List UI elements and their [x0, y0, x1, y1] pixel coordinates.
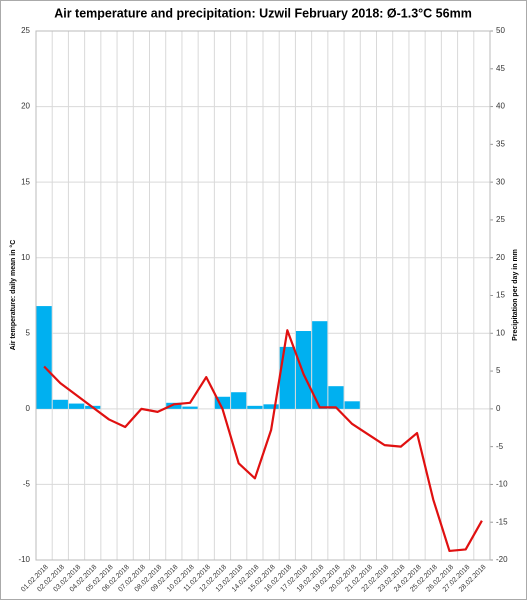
y2-tick-label: 5	[496, 366, 501, 375]
bar	[328, 386, 344, 409]
bar	[166, 402, 182, 409]
bar	[344, 401, 360, 409]
bar	[52, 399, 68, 409]
bar	[312, 321, 328, 409]
bar	[68, 403, 85, 409]
y-tick-label: 20	[21, 102, 30, 111]
y2-tick-label: 20	[496, 253, 505, 262]
y2-tick-label: -5	[496, 442, 504, 451]
y2-tick-label: 40	[496, 102, 505, 111]
bar	[36, 306, 52, 409]
y2-tick-label: 10	[496, 328, 505, 337]
y2-tick-label: 15	[496, 291, 505, 300]
bar	[263, 404, 279, 409]
y2-tick-label: 0	[496, 404, 501, 413]
bar	[247, 405, 263, 409]
y-tick-label: 0	[26, 404, 31, 413]
y2-tick-label: -15	[496, 517, 508, 526]
bar	[295, 331, 312, 409]
y2-tick-label: 30	[496, 177, 505, 186]
y2-tick-label: 45	[496, 64, 505, 73]
y-tick-label: 25	[21, 26, 30, 35]
y-axis-label: Air temperature: daily mean in °C	[9, 240, 17, 351]
y2-axis-label: Precipitation per day in mm	[512, 249, 519, 341]
y-tick-label: 10	[21, 253, 30, 262]
y2-tick-label: 50	[496, 26, 505, 35]
y2-tick-label: -20	[496, 555, 508, 564]
bar	[279, 346, 295, 409]
plot-border	[35, 30, 491, 561]
y-tick-label: -10	[18, 555, 30, 564]
y-tick-label: -5	[23, 480, 31, 489]
bar	[182, 406, 198, 409]
line	[43, 329, 483, 553]
y-tick-label: 15	[21, 177, 30, 186]
chart-title: Air temperature and precipitation: Uzwil…	[54, 6, 472, 20]
y2-tick-label: -10	[496, 480, 508, 489]
y2-tick-label: 35	[496, 139, 505, 148]
y2-tick-label: 25	[496, 215, 505, 224]
y-tick-label: 5	[26, 328, 31, 337]
bar	[231, 392, 247, 409]
